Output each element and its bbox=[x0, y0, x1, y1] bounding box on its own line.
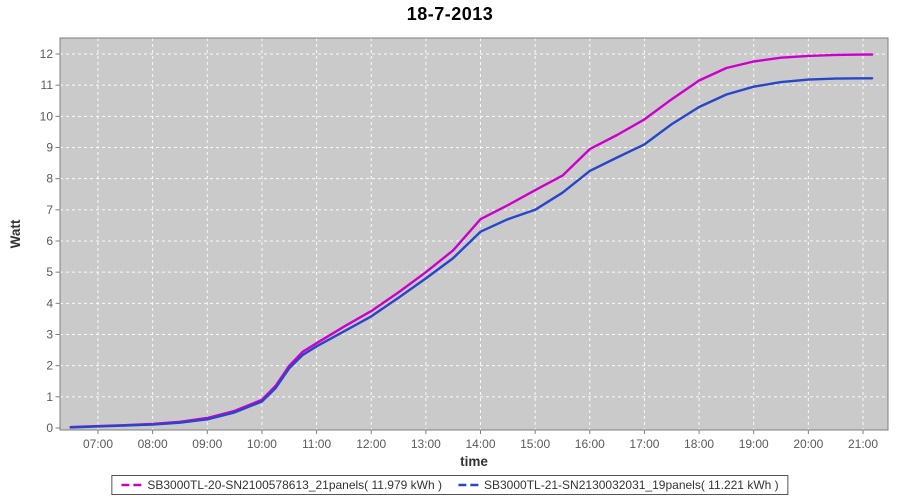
x-axis-tick-labels: 07:00 08:00 09:00 10:00 11:00 12:00 13:00 14:00… bbox=[83, 437, 878, 451]
y-tick-label: 3 bbox=[46, 328, 53, 342]
series-line-1 bbox=[69, 77, 874, 429]
x-tick-label: 18:00 bbox=[684, 437, 714, 451]
x-tick-label: 07:00 bbox=[83, 437, 113, 451]
x-tick-label: 21:00 bbox=[848, 437, 878, 451]
y-tick-label: 9 bbox=[46, 141, 53, 155]
plot-area bbox=[60, 38, 888, 430]
x-tick-label: 19:00 bbox=[739, 437, 769, 451]
legend-line-swatch bbox=[121, 483, 144, 487]
x-axis-title: time bbox=[460, 454, 488, 469]
x-tick-label: 14:00 bbox=[465, 437, 495, 451]
chart-title: 18-7-2013 bbox=[406, 4, 494, 24]
legend-line-swatch bbox=[458, 483, 480, 487]
x-tick-label: 15:00 bbox=[520, 437, 550, 451]
vertical-gridlines bbox=[97, 38, 864, 430]
y-tick-label: 10 bbox=[40, 109, 54, 123]
y-tick-label: 4 bbox=[46, 296, 53, 310]
y-tick-label: 0 bbox=[46, 421, 53, 435]
y-tick-label: 8 bbox=[46, 172, 53, 186]
x-tick-label: 10:00 bbox=[247, 437, 277, 451]
x-tick-label: 20:00 bbox=[793, 437, 823, 451]
y-axis-title: Watt bbox=[8, 219, 23, 248]
axis-tick-marks bbox=[55, 53, 864, 434]
y-tick-label: 5 bbox=[46, 265, 53, 279]
series-line-0 bbox=[69, 53, 874, 429]
legend-label: SB3000TL-21-SN2130032031_19panels( 11.22… bbox=[484, 478, 779, 492]
series-lines bbox=[69, 53, 874, 429]
x-tick-label: 12:00 bbox=[356, 437, 386, 451]
y-tick-label: 12 bbox=[40, 47, 54, 61]
x-tick-label: 16:00 bbox=[575, 437, 605, 451]
chart-canvas: 07:00 08:00 09:00 10:00 11:00 12:00 13:00 14:00… bbox=[8, 37, 889, 469]
legend-item-0: SB3000TL-20-SN2100578613_21panels( 11.97… bbox=[121, 478, 442, 492]
y-tick-label: 7 bbox=[46, 203, 53, 217]
x-tick-label: 13:00 bbox=[411, 437, 441, 451]
x-tick-label: 17:00 bbox=[629, 437, 659, 451]
x-tick-label: 08:00 bbox=[138, 437, 168, 451]
x-tick-label: 09:00 bbox=[192, 437, 222, 451]
x-tick-label: 11:00 bbox=[302, 437, 331, 451]
plot-border bbox=[59, 37, 889, 431]
horizontal-gridlines bbox=[60, 53, 888, 398]
legend: SB3000TL-20-SN2100578613_21panels( 11.97… bbox=[111, 475, 789, 495]
y-tick-label: 11 bbox=[41, 78, 54, 92]
y-tick-label: 6 bbox=[46, 234, 53, 248]
legend-item-1: SB3000TL-21-SN2130032031_19panels( 11.22… bbox=[458, 478, 779, 492]
y-tick-label: 2 bbox=[46, 359, 53, 373]
y-tick-label: 1 bbox=[46, 390, 53, 404]
legend-label: SB3000TL-20-SN2100578613_21panels( 11.97… bbox=[147, 478, 442, 492]
